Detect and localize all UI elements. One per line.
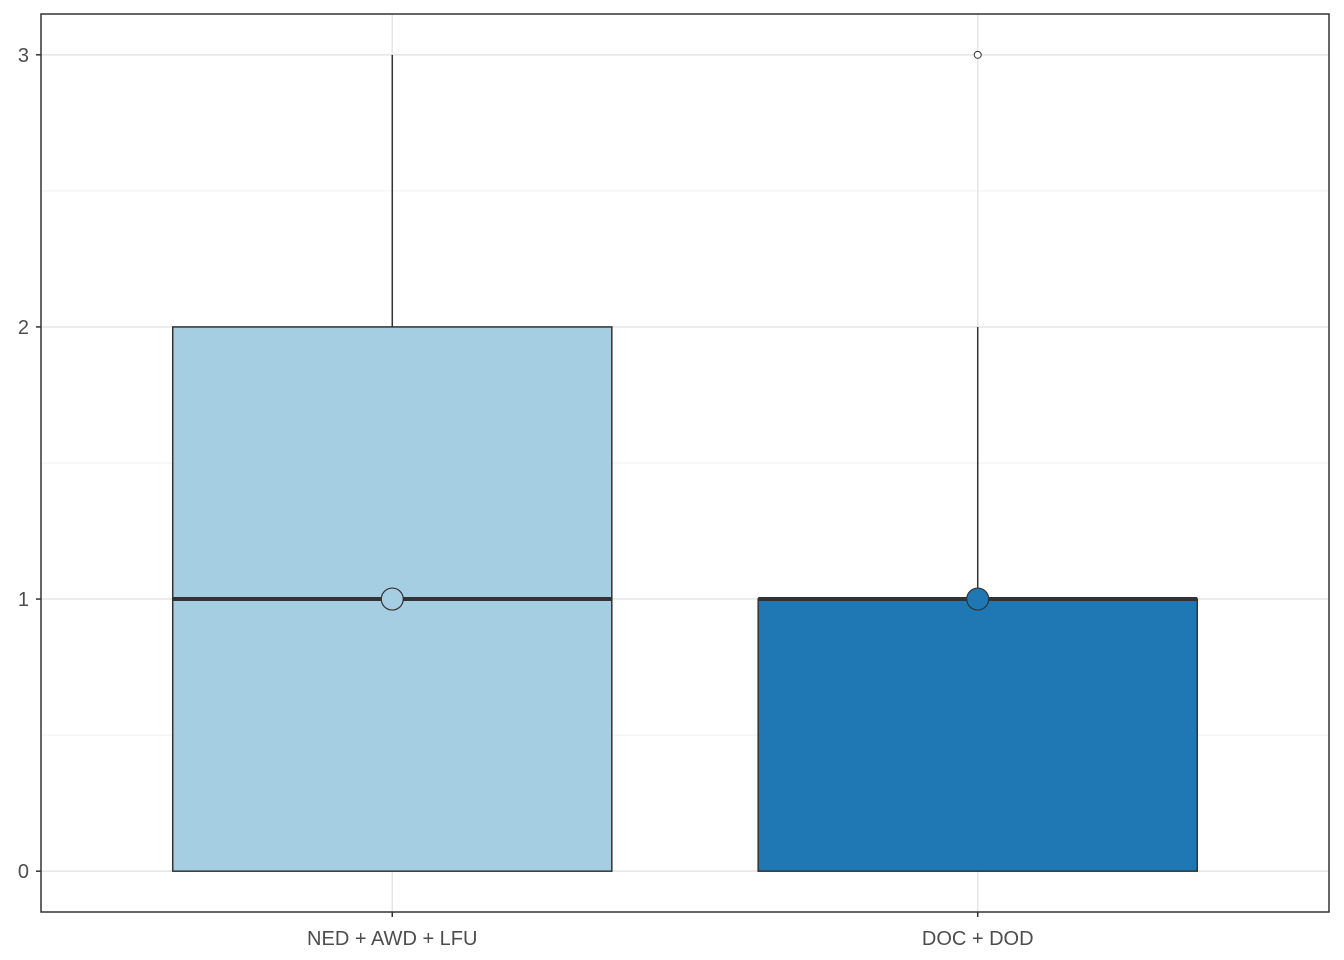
panel-border [40, 13, 1330, 913]
y-tick-label: 2 [18, 317, 29, 339]
axes: 0 1 2 3 NED + AWD + LFU DOC + DOD [18, 45, 1034, 950]
outlier-point [973, 50, 982, 59]
y-tick-label: 3 [18, 45, 29, 67]
x-tick-label: NED + AWD + LFU [307, 928, 477, 950]
mean-point [380, 587, 404, 611]
mean-point [966, 587, 990, 611]
boxes [171, 50, 1199, 872]
y-tick-label: 0 [18, 861, 29, 883]
box-iqr [757, 598, 1199, 872]
y-tick-label: 1 [18, 589, 29, 611]
x-tick-label: DOC + DOD [922, 928, 1034, 950]
